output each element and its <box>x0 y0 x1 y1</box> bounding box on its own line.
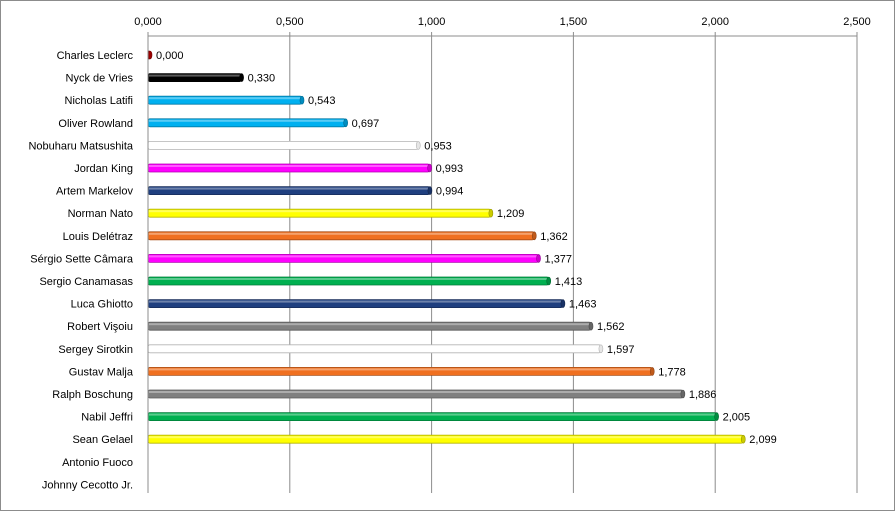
x-axis-ticks: 0,000 0,500 1,000 1,500 2,000 2,500 <box>134 16 871 37</box>
bar <box>147 163 432 173</box>
category-label: Nyck de Vries <box>66 73 134 85</box>
data-label: 1,597 <box>607 344 635 356</box>
data-label: 1,886 <box>689 389 717 401</box>
category-label: Sergey Sirotkin <box>58 344 133 356</box>
category-label: Norman Nato <box>68 208 133 220</box>
data-label: 1,209 <box>497 208 525 220</box>
data-labels: 0,000 0,330 0,543 0,697 0,953 0,993 0,994 1,209… <box>156 50 777 446</box>
bar <box>147 299 566 309</box>
bar <box>147 321 594 331</box>
gridlines <box>289 36 858 493</box>
category-label: Nicholas Latifi <box>65 95 133 107</box>
bar <box>147 50 153 60</box>
category-label: Sergio Canamasas <box>39 276 133 288</box>
data-label: 1,463 <box>569 299 597 311</box>
category-label: Robert Vişoiu <box>67 321 133 333</box>
bar <box>147 118 348 128</box>
data-label: 0,953 <box>424 140 452 152</box>
data-label: 0,697 <box>352 118 380 130</box>
x-tick-label: 0,500 <box>276 16 304 28</box>
bar <box>147 434 746 444</box>
bar <box>147 95 305 105</box>
bar <box>147 276 552 286</box>
bar <box>147 344 604 354</box>
category-label: Louis Delétraz <box>63 231 133 243</box>
x-tick-label: 1,000 <box>418 16 446 28</box>
category-label: Jordan King <box>74 163 133 175</box>
category-label: Charles Leclerc <box>57 50 134 62</box>
x-tick-label: 2,500 <box>843 16 871 28</box>
category-labels: Charles Leclerc Nyck de Vries Nicholas Lat… <box>28 50 133 491</box>
x-tick-label: 0,000 <box>134 16 162 28</box>
data-label: 1,377 <box>545 253 573 265</box>
bar <box>147 140 421 150</box>
category-label: Antonio Fuoco <box>62 457 133 469</box>
data-label: 1,362 <box>540 231 568 243</box>
data-label: 0,543 <box>308 95 336 107</box>
category-label: Ralph Boschung <box>52 389 133 401</box>
data-label: 0,000 <box>156 50 184 62</box>
category-label: Nabil Jeffri <box>81 412 133 424</box>
category-label: Luca Ghiotto <box>71 299 133 311</box>
bars <box>147 50 746 444</box>
bar <box>147 366 655 376</box>
bar <box>147 253 541 263</box>
category-label: Artem Markelov <box>56 186 134 198</box>
data-label: 0,994 <box>436 186 464 198</box>
category-label: Johnny Cecotto Jr. <box>42 479 133 491</box>
category-label: Nobuharu Matsushita <box>28 140 133 152</box>
x-tick-label: 1,500 <box>560 16 588 28</box>
data-label: 2,099 <box>749 434 777 446</box>
x-tick-label: 2,000 <box>701 16 729 28</box>
bar <box>147 186 433 196</box>
category-label: Sérgio Sette Câmara <box>30 253 134 265</box>
data-label: 0,330 <box>248 73 276 85</box>
data-label: 1,413 <box>555 276 583 288</box>
data-label: 1,778 <box>658 366 686 378</box>
data-label: 0,993 <box>436 163 464 175</box>
category-label: Gustav Malja <box>69 366 134 378</box>
bar <box>147 73 244 82</box>
category-label: Sean Gelael <box>72 434 133 446</box>
bar <box>147 208 494 218</box>
bar <box>147 389 686 399</box>
bar <box>147 231 537 241</box>
data-label: 2,005 <box>723 412 751 424</box>
data-label: 1,562 <box>597 321 625 333</box>
category-label: Oliver Rowland <box>58 118 133 130</box>
bar <box>147 412 719 422</box>
